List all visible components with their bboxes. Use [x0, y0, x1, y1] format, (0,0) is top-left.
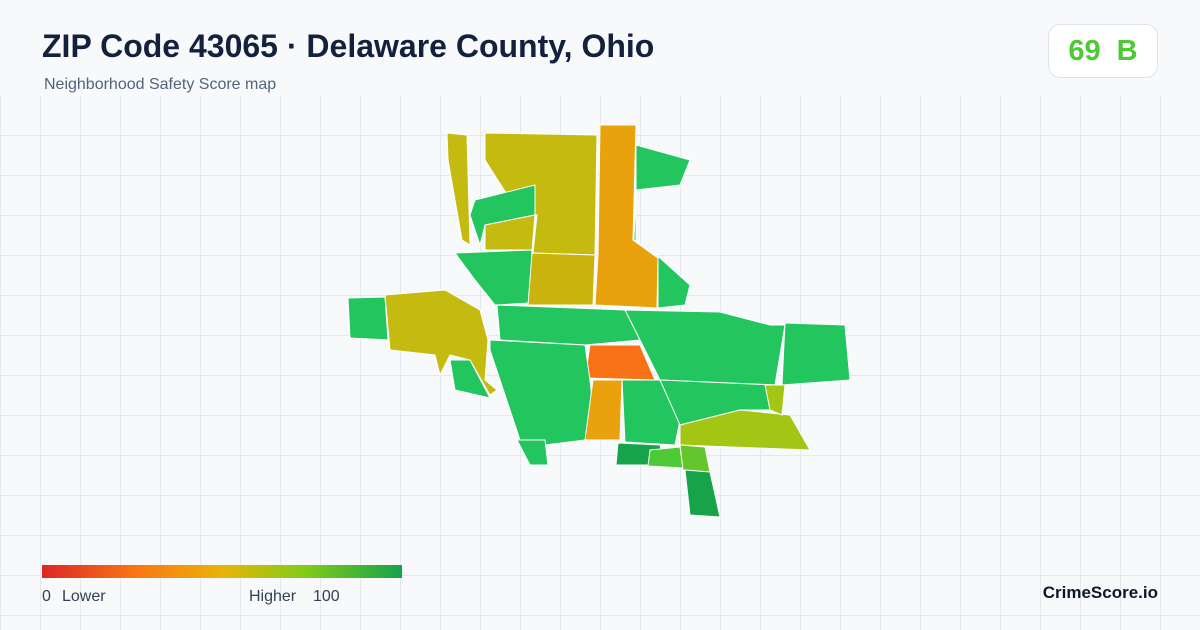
score-grade: B — [1116, 34, 1138, 67]
legend-min: 0 — [42, 588, 51, 605]
area — [484, 132, 598, 256]
area — [624, 309, 786, 386]
legend-min-label: Lower — [62, 588, 106, 605]
area — [679, 409, 811, 451]
legend-max-label: Higher — [249, 588, 297, 605]
area — [684, 469, 721, 518]
area — [496, 304, 641, 346]
area — [527, 252, 596, 306]
area — [633, 144, 691, 309]
area — [621, 379, 681, 446]
score-value: 69 — [1068, 34, 1101, 67]
area — [584, 344, 656, 381]
score-badge: 69 B — [1048, 24, 1158, 78]
area — [781, 322, 851, 386]
area — [384, 289, 498, 396]
title: ZIP Code 43065 · Delaware County, Ohio — [42, 28, 655, 64]
area — [647, 446, 684, 469]
brand: CrimeScore.io — [1042, 583, 1158, 602]
subtitle: Neighborhood Safety Score map — [44, 76, 277, 93]
area — [446, 132, 471, 246]
area — [516, 439, 549, 466]
area — [454, 249, 533, 306]
area — [659, 379, 776, 426]
legend-max: 100 — [313, 588, 340, 605]
area — [449, 359, 491, 399]
area — [584, 379, 623, 441]
area — [347, 296, 389, 341]
area — [764, 384, 786, 416]
legend-gradient — [42, 565, 402, 578]
area — [679, 444, 711, 473]
area — [489, 339, 596, 446]
